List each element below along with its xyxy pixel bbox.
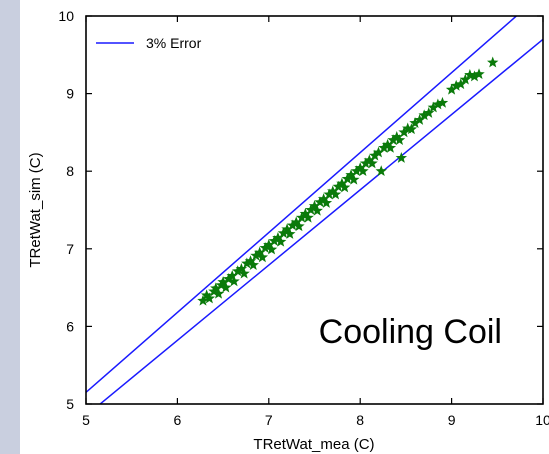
y-tick-label: 8: [66, 163, 74, 179]
y-tick-label: 5: [66, 396, 74, 412]
y-tick-label: 9: [66, 86, 74, 102]
legend-label: 3% Error: [146, 35, 202, 51]
x-tick-label: 5: [82, 412, 90, 428]
y-axis-label: TRetWat_sim (C): [27, 152, 44, 267]
x-tick-label: 10: [535, 412, 549, 428]
x-tick-label: 9: [448, 412, 456, 428]
y-tick-label: 6: [66, 318, 74, 334]
y-tick-label: 7: [66, 241, 74, 257]
x-axis-label: TRetWat_mea (C): [253, 436, 374, 453]
y-tick-label: 10: [58, 8, 74, 24]
x-tick-label: 7: [265, 412, 273, 428]
annotation-cooling-coil: Cooling Coil: [319, 313, 502, 351]
x-tick-label: 6: [174, 412, 182, 428]
x-tick-label: 8: [356, 412, 364, 428]
